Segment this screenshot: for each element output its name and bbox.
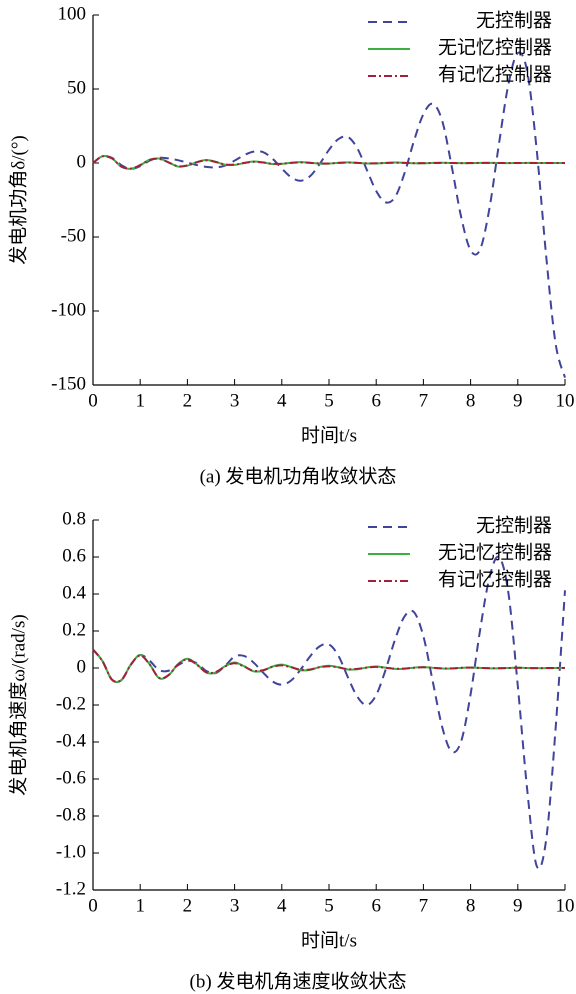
x-tick-label: 5 — [324, 390, 334, 411]
legend-label: 有记忆控制器 — [438, 568, 552, 590]
x-tick-label: 1 — [135, 895, 145, 916]
x-tick-label: 8 — [466, 895, 476, 916]
y-tick-label: -100 — [51, 299, 86, 320]
legend-label: 无控制器 — [476, 514, 552, 536]
caption: (b) 发电机角速度收敛状态 — [190, 970, 407, 992]
x-tick-label: 6 — [371, 390, 381, 411]
y-tick-label: -0.6 — [56, 767, 86, 788]
legend-label: 有记忆控制器 — [438, 63, 552, 85]
y-tick-label: 100 — [58, 3, 87, 24]
x-tick-label: 3 — [230, 390, 240, 411]
y-axis-label: 发电机角速度ω/(rad/s) — [7, 614, 29, 795]
x-tick-label: 9 — [513, 390, 523, 411]
y-tick-label: -50 — [61, 225, 86, 246]
y-tick-label: 0.2 — [62, 619, 86, 640]
x-tick-label: 5 — [324, 895, 334, 916]
x-axis-label: 时间t/s — [301, 424, 357, 446]
y-tick-label: -0.2 — [56, 693, 86, 714]
x-tick-label: 8 — [466, 390, 476, 411]
x-tick-label: 6 — [371, 895, 381, 916]
caption: (a) 发电机功角收敛状态 — [200, 465, 397, 487]
legend-label: 无记忆控制器 — [438, 36, 552, 58]
y-tick-label: -1.0 — [56, 841, 86, 862]
x-tick-label: 10 — [556, 390, 575, 411]
x-tick-label: 10 — [556, 895, 575, 916]
y-tick-label: -150 — [51, 373, 86, 394]
legend-label: 无控制器 — [476, 9, 552, 31]
y-tick-label: 0 — [77, 656, 87, 677]
x-tick-label: 0 — [88, 895, 98, 916]
x-tick-label: 7 — [419, 895, 429, 916]
y-tick-label: -0.8 — [56, 804, 86, 825]
x-tick-label: 9 — [513, 895, 523, 916]
x-tick-label: 4 — [277, 390, 287, 411]
series-line — [92, 155, 565, 170]
y-tick-label: 0 — [77, 151, 87, 172]
series-line — [92, 555, 566, 870]
x-tick-label: 2 — [183, 390, 193, 411]
x-tick-label: 1 — [135, 390, 145, 411]
x-tick-label: 2 — [183, 895, 193, 916]
y-tick-label: 0.6 — [62, 545, 86, 566]
legend-label: 无记忆控制器 — [438, 541, 552, 563]
x-tick-label: 3 — [230, 895, 240, 916]
x-tick-label: 7 — [419, 390, 429, 411]
x-tick-label: 0 — [88, 390, 98, 411]
y-tick-label: 50 — [67, 77, 86, 98]
x-axis-label: 时间t/s — [301, 929, 357, 951]
y-axis-label: 发电机功角δ/(°) — [7, 135, 29, 264]
y-tick-label: 0.8 — [62, 508, 86, 529]
y-tick-label: 0.4 — [62, 582, 86, 603]
y-tick-label: -0.4 — [56, 730, 87, 751]
series-line — [92, 648, 565, 683]
series-line — [92, 51, 566, 378]
y-tick-label: -1.2 — [56, 878, 86, 899]
x-tick-label: 4 — [277, 895, 287, 916]
